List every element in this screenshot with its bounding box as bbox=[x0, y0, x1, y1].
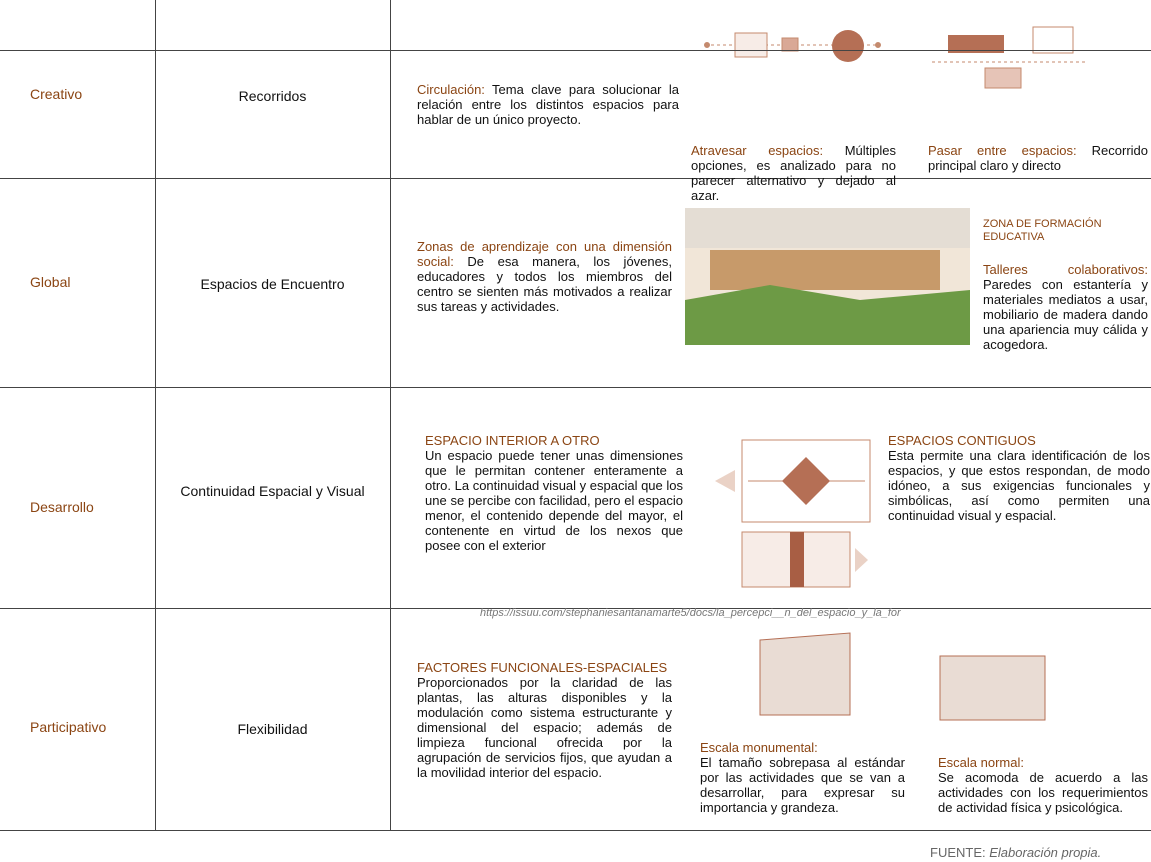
text-block: Zonas de aprendizaje con una dimensión s… bbox=[417, 239, 672, 314]
text-block: ESPACIO INTERIOR A OTRO Un espacio puede … bbox=[425, 433, 683, 553]
row-line bbox=[0, 50, 1151, 51]
row-line bbox=[0, 387, 1151, 388]
text-block: Talleres colaborativos: Paredes con esta… bbox=[983, 262, 1148, 352]
concept: Continuidad Espacial y Visual bbox=[180, 483, 365, 499]
text-block: Atravesar espacios: Múltiples opciones, … bbox=[691, 143, 896, 203]
body: De esa manera, los jóvenes, educadores y… bbox=[417, 254, 672, 314]
body: Proporcionados por la claridad de las pl… bbox=[417, 675, 672, 780]
body: Esta permite una clara identificación de… bbox=[888, 448, 1150, 523]
label: Atravesar espacios: bbox=[691, 143, 824, 158]
label: ESPACIOS CONTIGUOS bbox=[888, 433, 1036, 448]
label: Escala normal: bbox=[938, 755, 1024, 770]
label: ESPACIO INTERIOR A OTRO bbox=[425, 433, 600, 448]
concept: Recorridos bbox=[238, 88, 307, 104]
row-line bbox=[0, 178, 1151, 179]
concept: Flexibilidad bbox=[237, 721, 308, 737]
text-block: ESPACIOS CONTIGUOS Esta permite una clara… bbox=[888, 433, 1150, 523]
body: Recorrido principal claro y directo bbox=[928, 143, 1148, 173]
label: FACTORES FUNCIONALES-ESPACIALES bbox=[417, 660, 668, 675]
footer: FUENTE: Elaboración propia. bbox=[930, 845, 1101, 860]
category: Desarrollo bbox=[30, 499, 94, 515]
text-block: Pasar entre espacios: Recorrido principa… bbox=[928, 143, 1148, 173]
body: El tamaño sobrepasa al estándar por las … bbox=[700, 755, 905, 815]
category: Participativo bbox=[30, 719, 107, 735]
category: Global bbox=[30, 274, 71, 290]
col-line bbox=[155, 0, 156, 830]
body: Múltiples opciones, es analizado para no… bbox=[691, 143, 896, 203]
label: Talleres colaborativos: bbox=[983, 262, 1148, 277]
zone: ZONA DE FORMACIÓN EDUCATIVA bbox=[983, 218, 1102, 243]
text-block: Circulación: Tema clave para solucionar … bbox=[417, 82, 679, 127]
body: Un espacio puede tener unas dimensiones … bbox=[425, 448, 683, 553]
body: Paredes con estantería y materiales medi… bbox=[983, 277, 1148, 352]
body: Tema clave para solucionar la relación e… bbox=[417, 82, 679, 127]
category: Creativo bbox=[30, 86, 83, 102]
concept: Espacios de Encuentro bbox=[200, 276, 345, 292]
footer-label: FUENTE: bbox=[930, 845, 986, 860]
label: Zonas de aprendizaje con una dimensión s… bbox=[417, 239, 672, 269]
label: Pasar entre espacios: bbox=[928, 143, 1077, 158]
text-block: Escala normal: Se acomoda de acuerdo a la… bbox=[938, 755, 1148, 815]
label: Circulación: bbox=[417, 82, 485, 97]
row-line bbox=[0, 830, 1151, 831]
body: Se acomoda de acuerdo a las actividades … bbox=[938, 770, 1148, 815]
url: https://issuu.com/stephaniesantanamarte5… bbox=[480, 607, 901, 619]
footer-text: Elaboración propia. bbox=[989, 845, 1102, 860]
row-line bbox=[0, 608, 1151, 609]
label: Escala monumental: bbox=[700, 740, 818, 755]
text-block: Escala monumental: El tamaño sobrepasa al… bbox=[700, 740, 905, 815]
text-block: FACTORES FUNCIONALES-ESPACIALES Proporcio… bbox=[417, 660, 672, 780]
col-line bbox=[390, 0, 391, 830]
